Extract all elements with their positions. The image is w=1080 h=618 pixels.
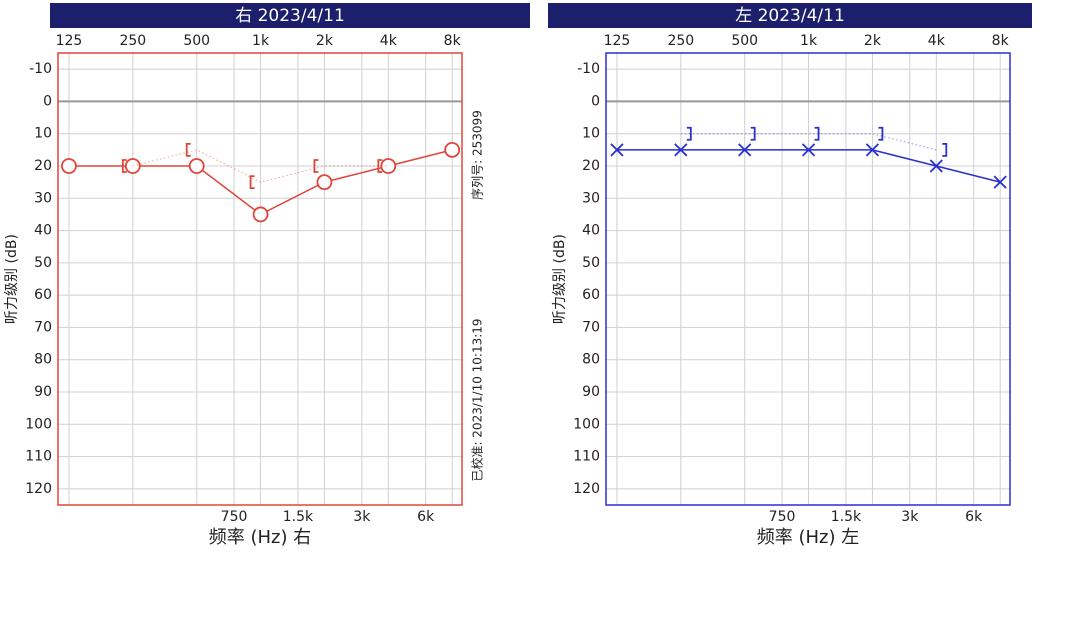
y-tick-label: 80 [582,352,600,368]
x-tick-label: 2k [316,33,334,49]
y-tick-label: 50 [582,255,600,271]
side-annotation: 序列号: 253099 [470,110,485,200]
marker [316,174,333,191]
y-tick-label: 20 [582,158,600,174]
plot-frame [605,52,1011,506]
marker [801,143,816,157]
y-tick-label: 100 [573,416,600,432]
title-bar [548,3,1032,28]
marker [865,143,880,157]
side-annotation: 已校准: 2023/1/10 10:13:19 [470,318,485,481]
plot-frame [57,52,463,506]
x-tick-label: 8k [444,33,462,49]
y-tick-label: 30 [34,190,52,206]
x-tick-label: 2k [864,33,882,49]
marker [444,141,461,158]
x-tick-label: 4k [380,33,398,49]
y-tick-label: 120 [25,481,52,497]
marker [121,159,127,173]
y-tick-label: 20 [34,158,52,174]
x-tick-label: 750 [769,509,796,525]
y-tick-label: 10 [582,126,600,142]
y-tick-label: 40 [582,223,600,239]
y-tick-label: 110 [25,449,52,465]
y-tick-label: 0 [43,93,52,109]
marker [313,159,319,173]
marker [185,142,191,157]
y-tick-label: 50 [34,255,52,271]
marker [738,143,752,157]
marker [188,158,205,174]
marker [814,126,820,141]
y-tick-label: 80 [34,352,52,368]
title-bar [50,3,530,28]
y-tick-label: 70 [582,319,600,335]
marker [249,175,255,190]
x-tick-label: 6k [965,509,983,525]
x-tick-label: 750 [221,509,248,525]
y-tick-label: 70 [34,319,52,335]
x-tick-label: 1k [800,33,818,49]
y-axis-label: 听力级别 (dB) [552,234,568,324]
x-tick-label: 3k [901,509,919,525]
y-tick-label: 60 [34,287,52,303]
marker [61,158,77,174]
x-tick-label: 125 [56,33,83,49]
x-tick-label: 250 [119,33,146,49]
marker [878,126,884,141]
y-tick-label: 10 [34,126,52,142]
y-tick-label: 40 [34,223,52,239]
x-tick-label: 6k [417,509,435,525]
y-tick-label: 110 [573,449,600,465]
marker [993,175,1007,189]
marker [674,143,688,157]
x-tick-label: 8k [992,33,1010,49]
marker [686,126,692,141]
marker [610,143,624,157]
y-tick-label: -10 [29,61,52,77]
chart-title: 左 2023/4/11 [735,6,845,26]
x-tick-label: 3k [353,509,371,525]
y-axis-label: 听力级别 (dB) [4,234,20,324]
y-tick-label: 0 [591,93,600,109]
x-tick-label: 4k [928,33,946,49]
chart-title: 右 2023/4/11 [235,6,345,26]
y-tick-label: 60 [582,287,600,303]
marker [377,159,383,173]
x-tick-label: 125 [604,33,631,49]
x-tick-label: 500 [183,33,210,49]
x-tick-label: 250 [667,33,694,49]
x-tick-label: 1k [252,33,270,49]
marker [380,158,397,174]
y-tick-label: 120 [573,481,600,497]
y-tick-label: 90 [34,384,52,400]
marker [252,206,269,223]
x-tick-label: 1.5k [831,509,862,525]
marker [929,159,943,173]
x-axis-label: 频率 (Hz) 左 [757,527,859,548]
y-tick-label: 90 [582,384,600,400]
y-tick-label: -10 [577,61,600,77]
marker [750,126,756,141]
y-tick-label: 30 [582,190,600,206]
y-tick-label: 100 [25,416,52,432]
x-tick-label: 500 [731,33,758,49]
marker [942,142,948,157]
x-tick-label: 1.5k [283,509,314,525]
series-line [132,149,389,183]
x-axis-label: 频率 (Hz) 右 [209,527,311,548]
